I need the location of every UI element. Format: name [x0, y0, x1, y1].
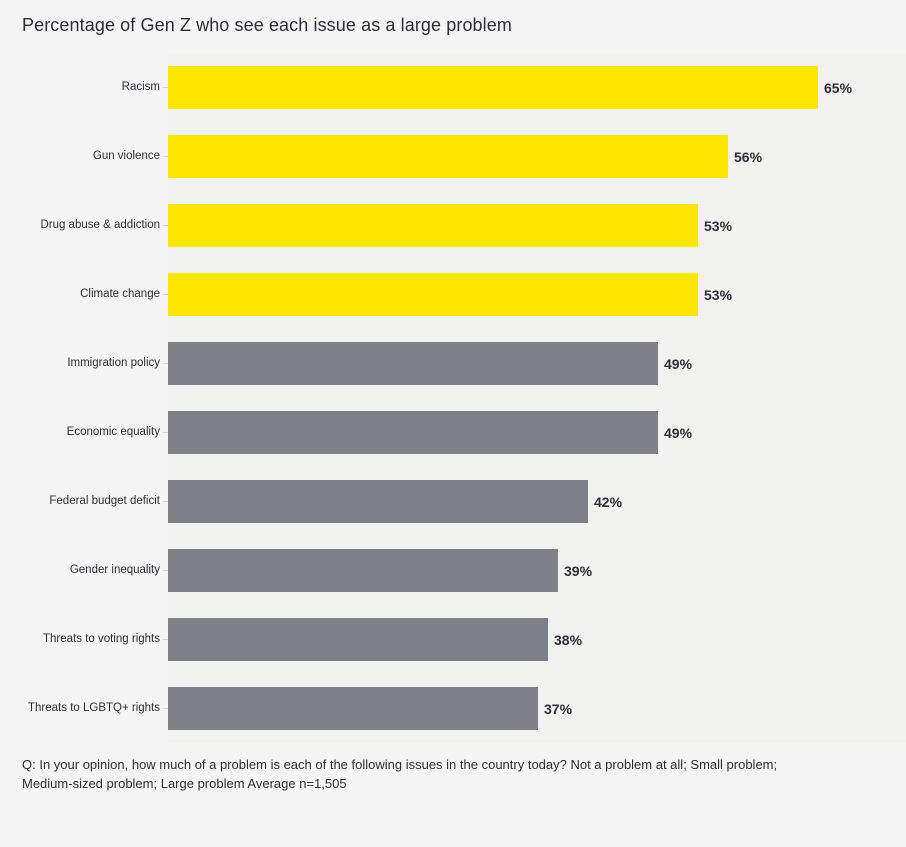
value-label: 65% [824, 79, 853, 96]
category-label: Gun violence [92, 150, 160, 162]
category-label: Racism [121, 81, 160, 93]
tick-mark [163, 294, 168, 295]
chart-footnote: Q: In your opinion, how much of a proble… [22, 756, 884, 793]
bar-row: Economic equality 49% [0, 411, 906, 454]
bar[interactable] [168, 342, 658, 385]
tick-mark [163, 570, 168, 571]
bar-row: Threats to voting rights 38% [0, 618, 906, 661]
bar-row: Racism 65% [0, 66, 906, 109]
tick-mark [163, 501, 168, 502]
category-label: Economic equality [66, 426, 160, 438]
bar[interactable] [168, 66, 818, 109]
category-label: Immigration policy [67, 357, 160, 369]
tick-mark [163, 432, 168, 433]
bar[interactable] [168, 618, 548, 661]
category-label: Gender inequality [69, 564, 160, 576]
bar-row: Climate change 53% [0, 273, 906, 316]
value-label: 42% [594, 493, 623, 510]
value-label: 49% [664, 424, 693, 441]
bar[interactable] [168, 204, 698, 247]
category-label: Threats to LGBTQ+ rights [28, 702, 160, 714]
bar-row: Drug abuse & addiction 53% [0, 204, 906, 247]
bar-row: Gender inequality 39% [0, 549, 906, 592]
bar[interactable] [168, 411, 658, 454]
tick-mark [163, 225, 168, 226]
value-label: 39% [564, 562, 593, 579]
bar-row: Immigration policy 49% [0, 342, 906, 385]
tick-mark [163, 156, 168, 157]
chart-page: Percentage of Gen Z who see each issue a… [0, 14, 906, 793]
value-label: 56% [734, 148, 763, 165]
bar-row: Federal budget deficit 42% [0, 480, 906, 523]
value-label: 53% [704, 217, 733, 234]
tick-mark [163, 708, 168, 709]
tick-mark [163, 363, 168, 364]
tick-mark [163, 87, 168, 88]
value-label: 38% [554, 631, 583, 648]
value-label: 53% [704, 286, 733, 303]
bar-row: Gun violence 56% [0, 135, 906, 178]
bar[interactable] [168, 480, 588, 523]
bar[interactable] [168, 687, 538, 730]
bar-chart: Racism 65% Gun violence 56% Drug abuse &… [0, 53, 906, 743]
category-label: Federal budget deficit [49, 495, 160, 507]
bar-row: Threats to LGBTQ+ rights 37% [0, 687, 906, 730]
category-label: Threats to voting rights [43, 633, 160, 645]
value-label: 49% [664, 355, 693, 372]
bar[interactable] [168, 273, 698, 316]
value-label: 37% [544, 700, 573, 717]
chart-title: Percentage of Gen Z who see each issue a… [22, 15, 512, 35]
category-label: Drug abuse & addiction [40, 219, 160, 231]
bar[interactable] [168, 135, 728, 178]
category-label: Climate change [80, 288, 160, 300]
bar[interactable] [168, 549, 558, 592]
tick-mark [163, 639, 168, 640]
footnote-line-1: Q: In your opinion, how much of a proble… [22, 757, 778, 772]
footnote-line-2: Medium-sized problem; Large problem Aver… [22, 775, 347, 791]
